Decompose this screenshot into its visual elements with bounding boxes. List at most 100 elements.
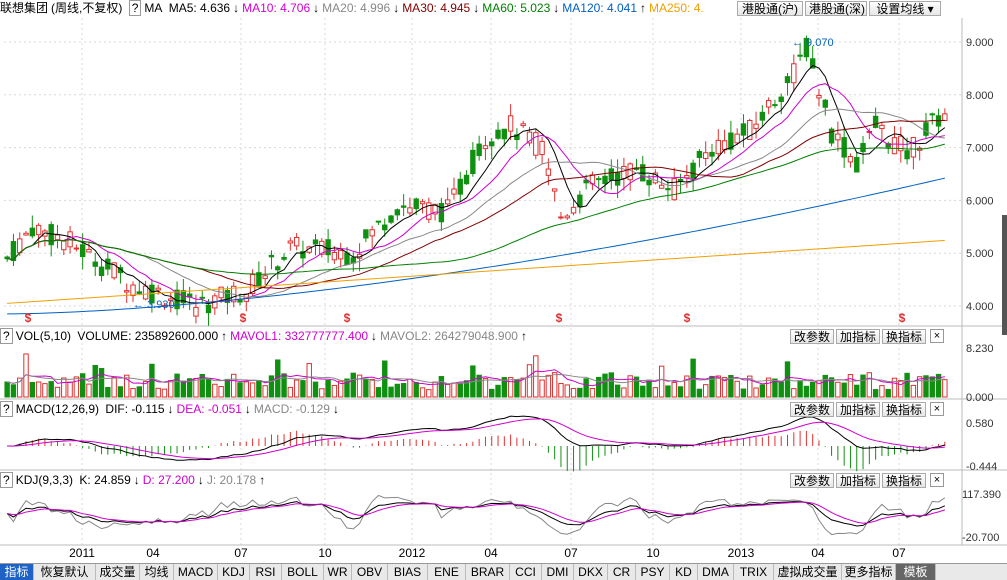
candle[interactable] — [570, 206, 577, 214]
volume-bar[interactable] — [482, 377, 489, 398]
tab-indicators[interactable]: 指标 — [0, 564, 34, 580]
tab-dmi[interactable]: DMI — [542, 564, 574, 580]
candle[interactable] — [451, 188, 457, 195]
candle[interactable] — [872, 115, 879, 128]
candle[interactable] — [413, 198, 419, 210]
volume-bar[interactable] — [224, 378, 231, 398]
hk-connect-sh-button[interactable]: 港股通(沪) — [737, 1, 803, 16]
dividend-marker[interactable]: $ — [556, 311, 563, 325]
volume-bar[interactable] — [10, 384, 17, 398]
volume-bar[interactable] — [558, 382, 564, 398]
dividend-marker[interactable]: $ — [25, 311, 32, 325]
volume-bar[interactable] — [772, 378, 778, 398]
volume-bar[interactable] — [640, 385, 646, 398]
volume-bar[interactable] — [369, 378, 375, 398]
candle[interactable] — [898, 135, 904, 152]
candle[interactable] — [407, 207, 413, 214]
volume-bar[interactable] — [350, 372, 356, 398]
candle[interactable] — [696, 150, 703, 158]
volume-bar[interactable] — [29, 381, 36, 398]
volume-bar[interactable] — [646, 379, 652, 398]
volume-bar[interactable] — [407, 378, 413, 398]
volume-plot[interactable] — [4, 353, 948, 398]
candle[interactable] — [111, 262, 117, 279]
candle[interactable] — [419, 201, 426, 205]
candle[interactable] — [130, 284, 136, 297]
volume-bar[interactable] — [319, 388, 325, 398]
candle[interactable] — [791, 63, 797, 84]
kdj-plot[interactable] — [6, 494, 946, 536]
candle[interactable] — [54, 234, 61, 241]
tab-ene[interactable]: ENE — [428, 564, 466, 580]
volume-bar[interactable] — [54, 386, 61, 398]
candle[interactable] — [199, 296, 205, 299]
volume-bar[interactable] — [155, 387, 161, 398]
tab-more-indicators[interactable]: 更多指标 — [842, 564, 896, 580]
volume-bar[interactable] — [734, 380, 740, 398]
volume-bar[interactable] — [803, 385, 810, 398]
tab-cci[interactable]: CCI — [510, 564, 542, 580]
candle[interactable] — [608, 168, 615, 181]
vol-add-indicator-button[interactable]: 加指标 — [836, 329, 880, 344]
candle[interactable] — [514, 134, 520, 140]
candle[interactable] — [822, 99, 828, 108]
candle[interactable] — [564, 215, 570, 219]
volume-bar[interactable] — [243, 381, 249, 398]
candle[interactable] — [778, 96, 784, 103]
macd-edit-params-button[interactable]: 改参数 — [790, 402, 834, 417]
candle[interactable] — [476, 143, 482, 157]
volume-bar[interactable] — [526, 364, 533, 398]
volume-bar[interactable] — [331, 384, 338, 398]
volume-bar[interactable] — [847, 374, 854, 398]
candle[interactable] — [709, 151, 715, 157]
candle[interactable] — [400, 205, 407, 208]
tab-kdj[interactable]: KDJ — [218, 564, 250, 580]
help-toggle[interactable]: ? — [0, 328, 13, 344]
candle[interactable] — [740, 123, 747, 136]
candle[interactable] — [803, 37, 810, 58]
volume-bar[interactable] — [520, 377, 526, 398]
candle[interactable] — [155, 287, 161, 291]
volume-bar[interactable] — [501, 377, 508, 398]
volume-bar[interactable] — [923, 375, 929, 398]
candle[interactable] — [703, 152, 709, 159]
volume-bar[interactable] — [117, 386, 124, 398]
candle[interactable] — [533, 132, 539, 156]
macd-add-indicator-button[interactable]: 加指标 — [836, 402, 880, 417]
tab-brar[interactable]: BRAR — [466, 564, 510, 580]
volume-bar[interactable] — [325, 379, 331, 398]
volume-bar[interactable] — [489, 388, 495, 398]
tab-dma[interactable]: DMA — [698, 564, 734, 580]
candle[interactable] — [463, 174, 470, 185]
volume-bar[interactable] — [778, 381, 784, 398]
volume-bar[interactable] — [231, 373, 237, 398]
candle[interactable] — [136, 291, 143, 294]
candle[interactable] — [658, 184, 665, 189]
tab-trix[interactable]: TRIX — [734, 564, 774, 580]
volume-bar[interactable] — [105, 387, 111, 398]
candle[interactable] — [910, 137, 917, 158]
candle[interactable] — [86, 248, 92, 253]
vol-edit-params-button[interactable]: 改参数 — [790, 329, 834, 344]
kdj-switch-indicator-button[interactable]: 换指标 — [882, 473, 926, 488]
candle[interactable] — [809, 58, 816, 69]
volume-bar[interactable] — [444, 383, 451, 398]
volume-bar[interactable] — [671, 381, 677, 398]
candle[interactable] — [287, 240, 294, 244]
volume-bar[interactable] — [879, 385, 885, 398]
volume-bar[interactable] — [614, 384, 621, 398]
kdj-edit-params-button[interactable]: 改参数 — [790, 473, 834, 488]
tab-ma[interactable]: 均线 — [140, 564, 174, 580]
candle[interactable] — [61, 240, 67, 251]
volume-bar[interactable] — [67, 381, 73, 398]
volume-bar[interactable] — [337, 380, 344, 398]
candle[interactable] — [23, 232, 29, 236]
volume-bar[interactable] — [898, 379, 904, 398]
volume-bar[interactable] — [218, 385, 224, 398]
volume-bar[interactable] — [759, 384, 766, 398]
volume-bar[interactable] — [564, 384, 570, 398]
candle[interactable] — [275, 266, 281, 271]
candle[interactable] — [684, 175, 690, 179]
candle[interactable] — [923, 122, 929, 136]
candle[interactable] — [142, 285, 149, 300]
